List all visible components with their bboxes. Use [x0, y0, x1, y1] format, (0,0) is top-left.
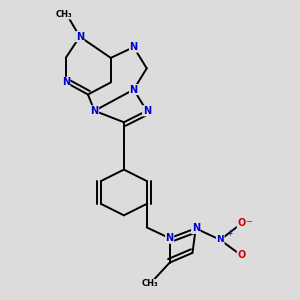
- Text: N: N: [90, 106, 98, 116]
- Text: −: −: [245, 218, 252, 226]
- Text: O: O: [237, 218, 246, 229]
- Text: N: N: [76, 32, 84, 42]
- Text: N: N: [130, 42, 138, 52]
- Text: CH₃: CH₃: [142, 279, 158, 288]
- Text: N: N: [166, 233, 174, 243]
- Text: N: N: [216, 235, 224, 244]
- Text: N: N: [130, 85, 138, 94]
- Text: N: N: [192, 224, 200, 233]
- Text: +: +: [226, 230, 232, 238]
- Text: N: N: [62, 77, 70, 87]
- Text: CH₃: CH₃: [55, 10, 72, 19]
- Text: O: O: [237, 250, 246, 260]
- Text: N: N: [143, 106, 151, 116]
